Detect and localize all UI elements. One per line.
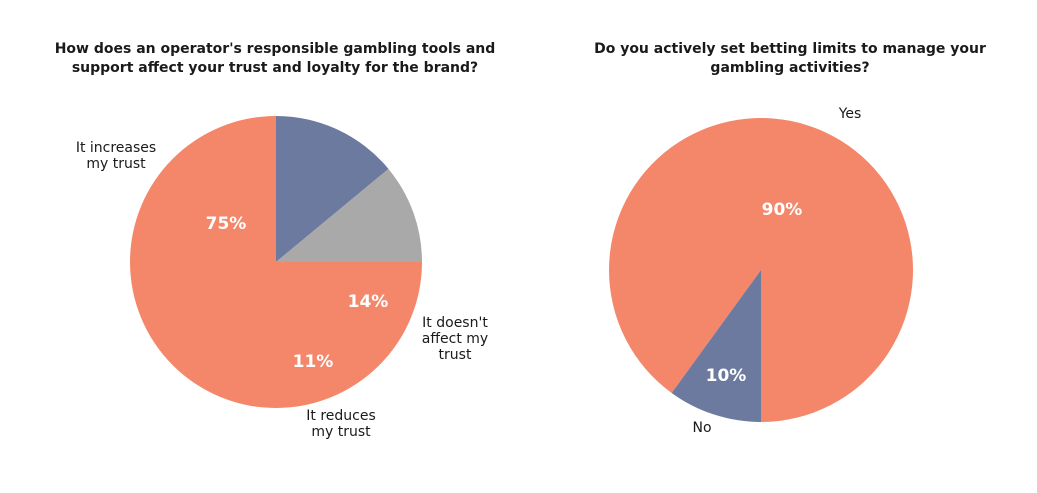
chart-title: How does an operator's responsible gambl… [54, 41, 496, 76]
pie-slice-it-doesn-t-affect-my-trust [276, 116, 389, 262]
slice-value-label: 14% [348, 292, 389, 312]
slice-value-label: 10% [706, 366, 747, 386]
category-label-it-increases-my-trust: It increases my trust [76, 140, 156, 172]
slice-value-label: 75% [206, 214, 247, 234]
pie-slice-it-reduces-my-trust [276, 168, 422, 262]
category-label-yes: Yes [838, 106, 862, 122]
pie-chart-trust: How does an operator's responsible gambl… [54, 41, 496, 440]
slice-value-label: 11% [293, 352, 334, 372]
chart-title: Do you actively set betting limits to ma… [594, 41, 986, 76]
pie-slice-no [671, 270, 761, 422]
slice-value-label: 90% [762, 200, 803, 220]
pie-svg: 90% 10% Yes No [609, 106, 914, 436]
pie-svg: 75% 14% 11% It increases my trust It doesn't a… [76, 116, 489, 440]
category-label-it-doesn-t-affect-my-trust: It doesn't affect my trust [422, 315, 489, 363]
category-label-it-reduces-my-trust: It reduces my trust [306, 408, 376, 440]
category-label-no: No [692, 420, 711, 436]
pie-slice-yes [609, 117, 914, 422]
pie-chart-limits: Do you actively set betting limits to ma… [540, 0, 1037, 493]
